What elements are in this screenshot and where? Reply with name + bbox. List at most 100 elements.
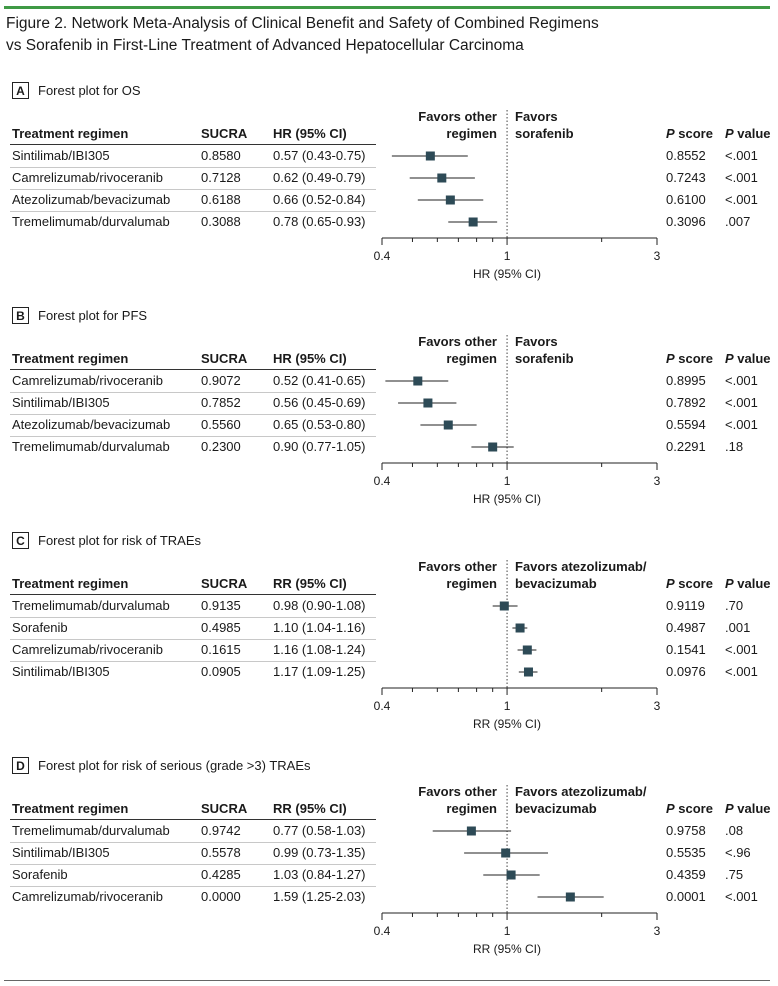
figure-title: Figure 2. Network Meta-Analysis of Clini… [6,13,766,57]
row-effect-ci: 0.62 (0.49-0.79) [273,170,366,185]
row-regimen: Camrelizumab/rivoceranib [12,170,163,185]
row-sucra: 0.7128 [201,170,241,185]
row-divider [10,414,376,415]
favors-left-label: Favors other regimen [418,559,497,591]
header-p-letter: P [666,801,675,816]
x-tick-label: 0.4 [373,249,391,263]
row-p-score: 0.4987 [666,620,706,635]
point-estimate-marker [468,217,478,227]
row-p-value: .001 [725,620,751,635]
x-tick-label: 3 [653,924,661,938]
header-effect-ci: RR (95% CI) [273,576,347,591]
header-effect-ci: HR (95% CI) [273,351,347,366]
panel-letter-badge: D [12,757,29,774]
x-tick-label: 3 [653,474,661,488]
header-p-letter: P [725,126,734,141]
point-estimate-marker [501,848,511,858]
header-treatment-regimen: Treatment regimen [12,126,129,141]
row-sucra: 0.9742 [201,823,241,838]
forest-plot-svg [381,560,658,695]
header-p-score-rest: score [674,576,713,591]
row-effect-ci: 0.78 (0.65-0.93) [273,214,366,229]
row-sucra: 0.7852 [201,395,241,410]
forest-panel-d: D Forest plot for risk of serious (grade … [0,757,778,982]
row-effect-ci: 0.52 (0.41-0.65) [273,373,366,388]
header-p-value: P value [725,801,771,816]
row-effect-ci: 0.98 (0.90-1.08) [273,598,366,613]
row-p-value: .75 [725,867,744,882]
row-divider [10,639,376,640]
row-effect-ci: 0.99 (0.73-1.35) [273,845,366,860]
row-regimen: Tremelimumab/durvalumab [12,598,170,613]
row-effect-ci: 1.10 (1.04-1.16) [273,620,366,635]
figure-title-line-2: vs Sorafenib in First-Line Treatment of … [6,37,524,54]
favors-right-label: Favors atezolizumab/ bevacizumab [515,559,647,591]
row-divider [10,617,376,618]
favors-right-label: Favors sorafenib [515,334,574,366]
row-effect-ci: 1.17 (1.09-1.25) [273,664,366,679]
header-p-score-rest: score [674,801,713,816]
header-p-score: P score [666,351,713,366]
row-p-score: 0.7892 [666,395,706,410]
row-regimen: Camrelizumab/rivoceranib [12,889,163,904]
favors-left-label: Favors other regimen [418,109,497,141]
header-p-value-rest: value [733,576,771,591]
x-axis-label: HR (95% CI) [472,492,542,506]
row-effect-ci: 0.90 (0.77-1.05) [273,439,366,454]
forest-panel-c: C Forest plot for risk of TRAEs Favors oth… [0,532,778,757]
favors-left-label: Favors other regimen [418,784,497,816]
row-effect-ci: 0.56 (0.45-0.69) [273,395,366,410]
header-treatment-regimen: Treatment regimen [12,351,129,366]
row-p-value: .007 [725,214,751,229]
figure-title-line-1: Figure 2. Network Meta-Analysis of Clini… [6,15,599,32]
header-treatment-regimen: Treatment regimen [12,576,129,591]
row-regimen: Atezolizumab/bevacizumab [12,417,171,432]
row-sucra: 0.9135 [201,598,241,613]
header-p-score: P score [666,126,713,141]
x-axis-label: RR (95% CI) [472,717,542,731]
row-sucra: 0.2300 [201,439,241,454]
favors-right-label: Favors sorafenib [515,109,574,141]
x-tick-label: 0.4 [373,474,391,488]
forest-panel-b: B Forest plot for PFS Favors other regimen… [0,307,778,532]
row-p-score: 0.9119 [666,598,705,613]
header-sucra: SUCRA [201,351,248,366]
row-p-value: <.001 [725,192,758,207]
header-effect-ci: RR (95% CI) [273,801,347,816]
row-p-score: 0.1541 [666,642,706,657]
panel-letter-badge: B [12,307,29,324]
x-tick-label: 3 [653,249,661,263]
header-p-letter: P [666,576,675,591]
x-tick-label: 1 [503,699,511,713]
header-p-letter: P [725,351,734,366]
header-p-letter: P [666,351,675,366]
header-p-value: P value [725,126,771,141]
point-estimate-marker [413,376,423,386]
row-sucra: 0.6188 [201,192,241,207]
row-p-value: <.001 [725,664,758,679]
row-p-value: <.001 [725,170,758,185]
row-regimen: Camrelizumab/rivoceranib [12,642,163,657]
row-p-value: <.001 [725,642,758,657]
header-effect-ci: HR (95% CI) [273,126,347,141]
point-estimate-marker [506,870,516,880]
forest-plot-svg [381,110,658,245]
panel-title: Forest plot for PFS [38,308,148,323]
point-estimate-marker [466,826,476,836]
row-divider [10,189,376,190]
point-estimate-marker [425,151,435,161]
x-tick-label: 1 [503,249,511,263]
row-sucra: 0.0000 [201,889,241,904]
forest-plot-svg [381,785,658,920]
header-p-value-rest: value [733,351,771,366]
row-p-score: 0.0001 [666,889,706,904]
point-estimate-marker [488,442,498,452]
x-tick-label: 0.4 [373,924,391,938]
header-p-score-rest: score [674,126,713,141]
row-p-score: 0.5535 [666,845,706,860]
header-p-value-rest: value [733,126,771,141]
panel-letter-badge: A [12,82,29,99]
point-estimate-marker [437,173,447,183]
row-sucra: 0.9072 [201,373,241,388]
row-effect-ci: 1.03 (0.84-1.27) [273,867,366,882]
